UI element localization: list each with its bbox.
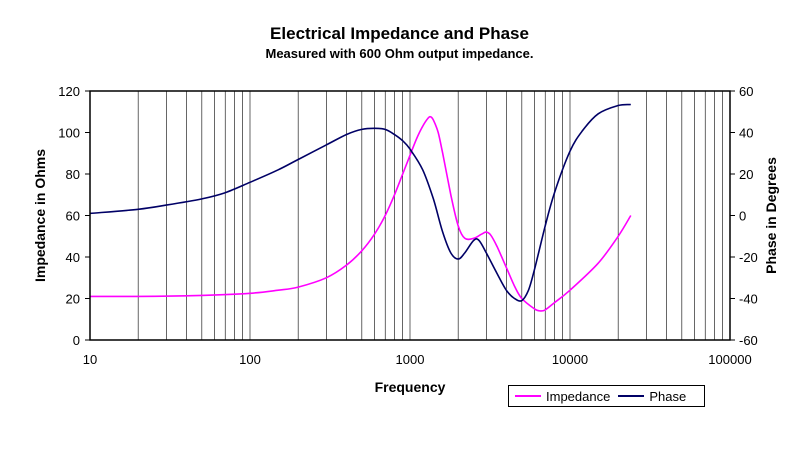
x-tick-label: 100000 bbox=[708, 352, 751, 367]
y2-tick-label: -20 bbox=[739, 250, 758, 265]
y-tick-label: 60 bbox=[66, 209, 80, 224]
y2-tick-label: -40 bbox=[739, 292, 758, 307]
y-axis-left-label: Impedance in Ohms bbox=[32, 149, 48, 282]
series-line-impedance bbox=[89, 115, 632, 312]
vertical-grid bbox=[137, 91, 723, 340]
legend-swatch-impedance bbox=[515, 395, 541, 397]
y2-tick-label: 60 bbox=[739, 84, 753, 99]
y-tick-label: 120 bbox=[58, 84, 80, 99]
x-tick-label: 10 bbox=[83, 352, 97, 367]
x-tick-label: 1000 bbox=[396, 352, 425, 367]
x-tick-label: 10000 bbox=[552, 352, 588, 367]
chart-legend: Impedance Phase bbox=[508, 385, 705, 407]
x-axis-label: Frequency bbox=[375, 379, 446, 395]
plot-curves bbox=[89, 103, 632, 312]
legend-swatch-phase bbox=[618, 395, 645, 397]
y-tick-label: 40 bbox=[66, 250, 80, 265]
legend-item-phase: Phase bbox=[618, 389, 686, 404]
series-line-phase bbox=[89, 103, 631, 302]
y-tick-label: 100 bbox=[58, 126, 80, 141]
legend-item-impedance: Impedance bbox=[515, 389, 610, 404]
y2-tick-label: 20 bbox=[739, 167, 753, 182]
x-tick-label: 100 bbox=[239, 352, 261, 367]
legend-label-phase: Phase bbox=[649, 388, 687, 404]
y-axis-right-label: Phase in Degrees bbox=[763, 157, 779, 274]
legend-label-impedance: Impedance bbox=[546, 388, 611, 404]
y2-tick-label: -60 bbox=[739, 333, 758, 348]
y-tick-label: 80 bbox=[66, 167, 80, 182]
y-tick-label: 20 bbox=[66, 292, 80, 307]
y-tick-label: 0 bbox=[73, 333, 80, 348]
chart-subtitle: Measured with 600 Ohm output impedance. bbox=[265, 46, 534, 61]
chart-title: Electrical Impedance and Phase bbox=[270, 24, 529, 43]
axis-ticks: 10 100 1000 10000 100000 0 20 40 60 80 100 120 -60 -4… bbox=[58, 84, 758, 367]
y2-tick-label: 0 bbox=[739, 209, 746, 224]
y2-tick-label: 40 bbox=[739, 126, 753, 141]
